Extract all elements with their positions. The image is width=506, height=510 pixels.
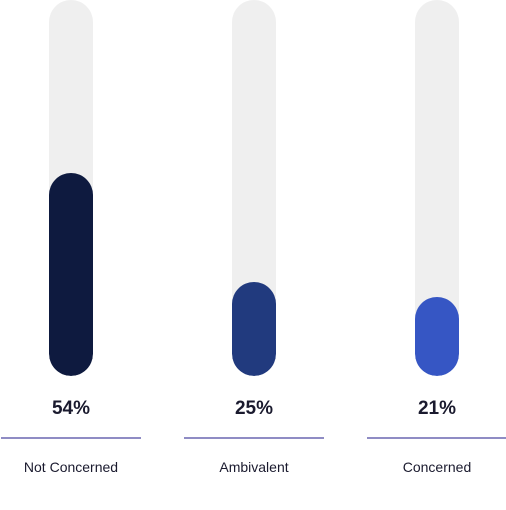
- bar-track: [49, 0, 93, 376]
- data-label: 21%: [417, 398, 457, 419]
- divider: [1, 437, 141, 439]
- bar-column: 54% Not Concerned: [1, 0, 141, 510]
- divider: [367, 437, 506, 439]
- bar: [232, 282, 276, 376]
- category-label: Not Concerned: [23, 459, 119, 475]
- bar: [415, 297, 459, 376]
- bar-column: 25% Ambivalent: [184, 0, 324, 510]
- category-label: Concerned: [402, 459, 472, 475]
- data-label: 25%: [234, 398, 274, 419]
- divider: [184, 437, 324, 439]
- bar-track: [415, 0, 459, 376]
- bar: [49, 172, 93, 376]
- bar-column: 21% Concerned: [367, 0, 506, 510]
- bar-track: [232, 0, 276, 376]
- category-label: Ambivalent: [219, 459, 289, 475]
- data-label: 54%: [51, 398, 91, 419]
